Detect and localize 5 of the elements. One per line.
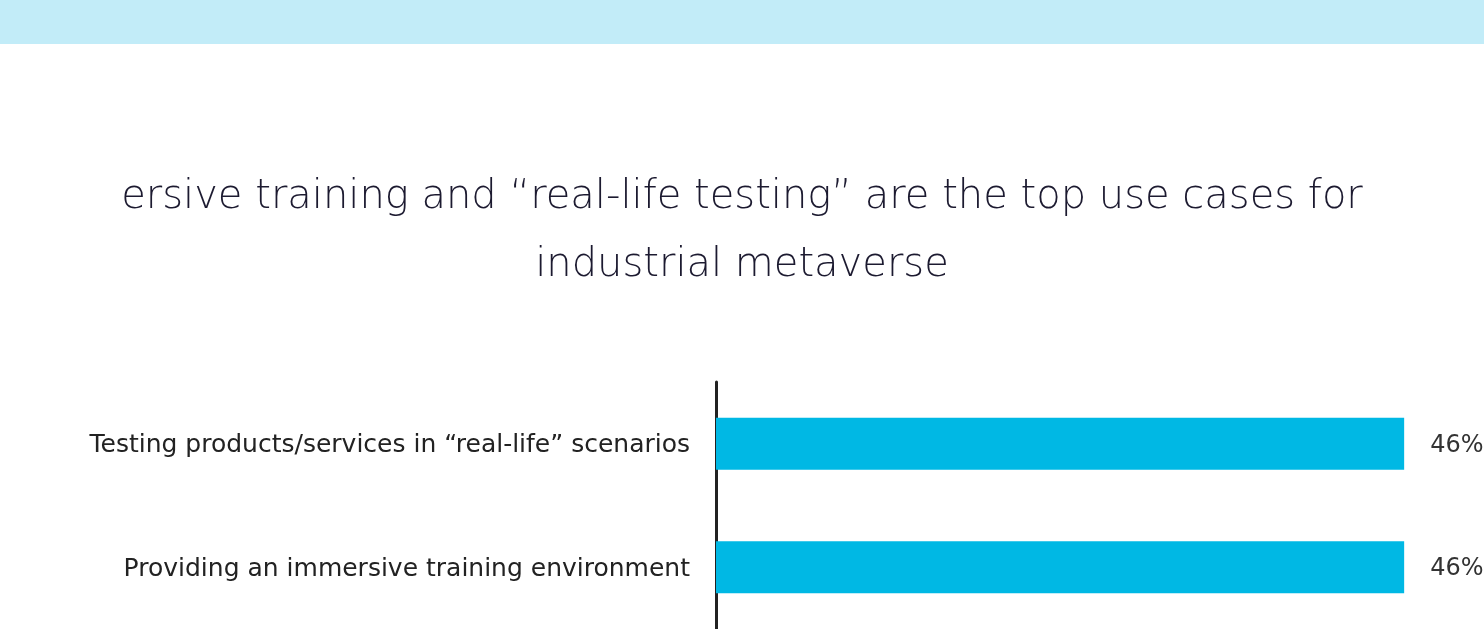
chart-title: ersive training and “real-life testing” are the top use cases for industrial metaverse xyxy=(120,170,1364,287)
y-tick-label: Testing products/services in “real-life” scenarios xyxy=(88,429,690,459)
data-label: 46% xyxy=(1430,429,1484,458)
y-tick-label: Providing an immersive training environment xyxy=(123,552,691,582)
data-label: 46% xyxy=(1430,553,1484,582)
